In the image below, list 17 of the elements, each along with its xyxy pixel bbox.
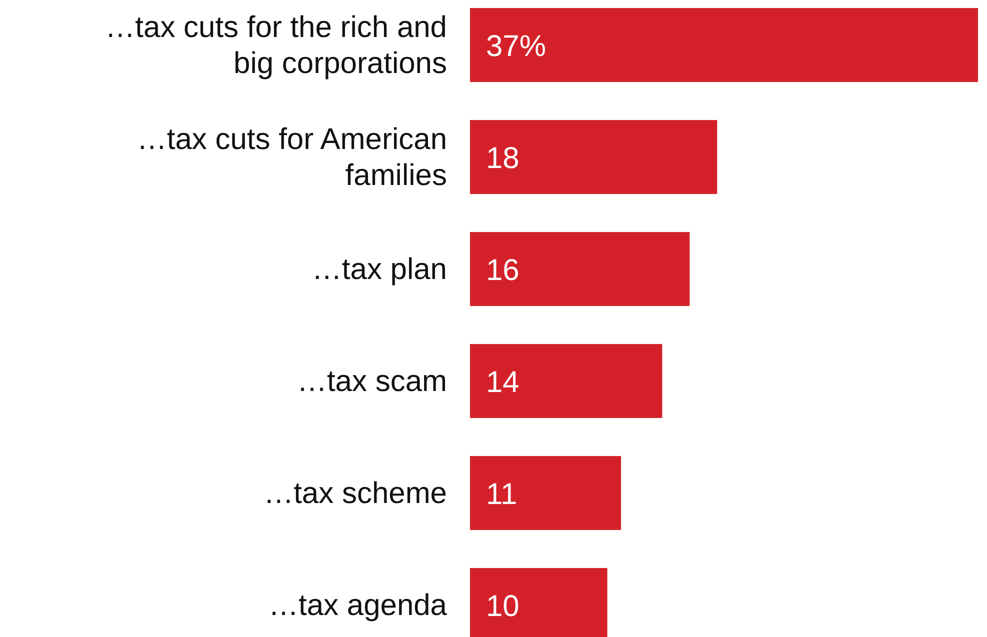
data-label: 37% [486, 30, 546, 63]
data-label: 16 [486, 254, 520, 287]
y-tick-label: …tax agenda [268, 589, 448, 622]
y-tick-label: …tax plan [312, 253, 447, 286]
data-label: 18 [486, 142, 520, 175]
y-tick-label: …tax cuts for American families [136, 123, 447, 192]
data-label: 14 [486, 366, 520, 399]
data-label: 10 [486, 590, 520, 623]
bar [470, 8, 978, 82]
y-tick-label: …tax scheme [264, 477, 447, 510]
y-tick-label: …tax cuts for the rich and big corporations [105, 11, 447, 80]
bar [470, 344, 662, 418]
bar [470, 120, 718, 194]
y-tick-label: …tax scam [296, 365, 447, 398]
data-label: 11 [486, 478, 518, 511]
bar [470, 456, 622, 530]
bar [470, 232, 690, 306]
